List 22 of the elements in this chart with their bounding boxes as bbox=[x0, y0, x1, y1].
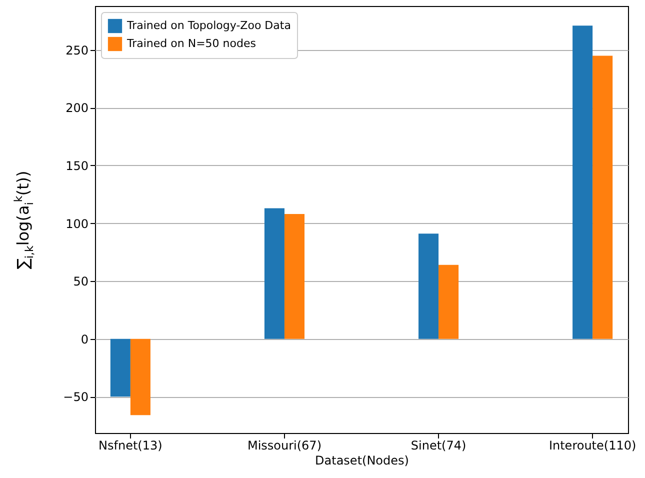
bar bbox=[110, 338, 130, 397]
y-tick-label: 200 bbox=[66, 101, 88, 116]
x-tick-label: Interoute(110) bbox=[548, 438, 636, 452]
x-tick-label: Missouri(67) bbox=[247, 438, 322, 452]
bar bbox=[418, 234, 439, 339]
bar bbox=[130, 338, 150, 416]
bar bbox=[572, 26, 593, 339]
y-tick-label: 250 bbox=[66, 43, 88, 58]
bar bbox=[264, 208, 284, 339]
legend-label: Trained on Topology-Zoo Data bbox=[126, 19, 291, 32]
y-tick-label: 100 bbox=[66, 216, 88, 231]
x-tick-label: Nsfnet(13) bbox=[98, 438, 162, 452]
legend-label: Trained on N=50 nodes bbox=[126, 37, 256, 50]
x-tick-label: Sinet(74) bbox=[410, 438, 466, 452]
bar bbox=[438, 264, 459, 339]
bar bbox=[284, 214, 305, 339]
y-tick-label: −50 bbox=[63, 390, 88, 404]
y-tick-label: 50 bbox=[73, 274, 88, 289]
x-axis-title: Dataset(Nodes) bbox=[315, 454, 409, 468]
y-tick-label: 150 bbox=[66, 158, 88, 173]
y-tick-label: 0 bbox=[80, 332, 88, 346]
bar bbox=[592, 56, 613, 339]
